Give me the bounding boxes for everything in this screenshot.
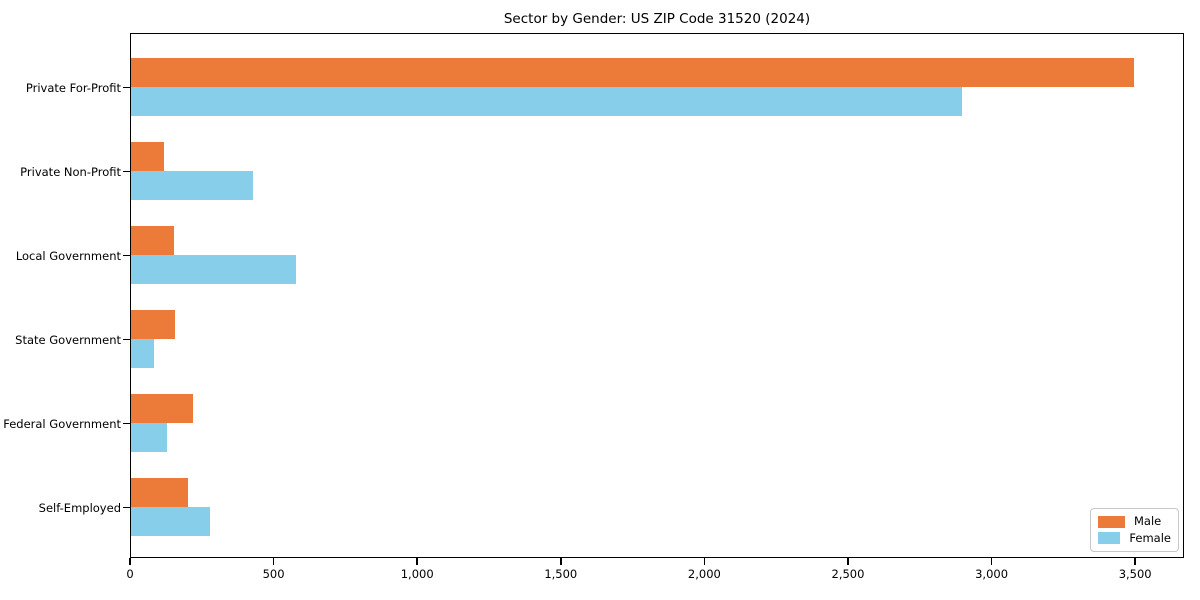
y-axis-label: Federal Government [3, 416, 121, 431]
bar-female-2 [131, 171, 253, 200]
legend-label-female: Female [1129, 530, 1171, 545]
x-tick-mark [1134, 558, 1136, 565]
x-tick-mark [272, 558, 275, 565]
y-tick-mark [123, 254, 130, 257]
legend: Male Female [1090, 508, 1179, 552]
x-tick-mark [990, 558, 993, 565]
plot-area [130, 33, 1184, 558]
x-axis-tick-label: 3,000 [975, 567, 1009, 581]
bar-male-1 [131, 58, 1135, 87]
bar-male-5 [131, 394, 193, 423]
y-tick-mark [123, 170, 130, 173]
bar-male-2 [131, 142, 164, 171]
y-tick-mark [123, 86, 130, 89]
x-axis-tick-label: 2,000 [687, 567, 721, 581]
x-axis-tick-label: 3,500 [1118, 567, 1152, 581]
y-axis-label: Private Non-Profit [20, 164, 121, 179]
bar-female-4 [131, 339, 154, 368]
y-axis-label: State Government [15, 332, 121, 347]
bar-male-4 [131, 310, 176, 339]
bar-male-3 [131, 226, 174, 255]
x-axis-tick-label: 0 [126, 567, 134, 581]
y-axis-label: Local Government [15, 248, 121, 263]
bar-female-1 [131, 87, 963, 116]
bar-male-6 [131, 478, 189, 507]
y-tick-mark [123, 422, 130, 425]
x-axis-tick-label: 2,500 [831, 567, 865, 581]
y-axis-label: Private For-Profit [25, 80, 121, 95]
bar-female-6 [131, 507, 210, 536]
x-tick-mark [703, 558, 706, 565]
y-tick-mark [123, 506, 130, 509]
bar-female-5 [131, 423, 167, 452]
legend-entry-male: Male [1098, 515, 1171, 528]
chart-title: Sector by Gender: US ZIP Code 31520 (202… [503, 11, 811, 27]
x-tick-mark [560, 558, 562, 565]
female-color-swatch [1098, 532, 1121, 545]
x-axis-tick-label: 1,500 [544, 567, 578, 581]
male-color-swatch [1098, 515, 1125, 528]
y-tick-mark [123, 338, 130, 341]
x-axis-tick-label: 1,000 [400, 567, 434, 581]
bar-female-3 [131, 255, 296, 284]
y-axis-label: Self-Employed [38, 500, 121, 515]
x-tick-mark [129, 558, 131, 565]
legend-entry-female: Female [1098, 530, 1171, 545]
x-tick-mark [847, 558, 849, 565]
legend-label-male: Male [1134, 514, 1162, 529]
x-axis-tick-label: 500 [262, 567, 285, 581]
x-tick-mark [416, 558, 418, 565]
